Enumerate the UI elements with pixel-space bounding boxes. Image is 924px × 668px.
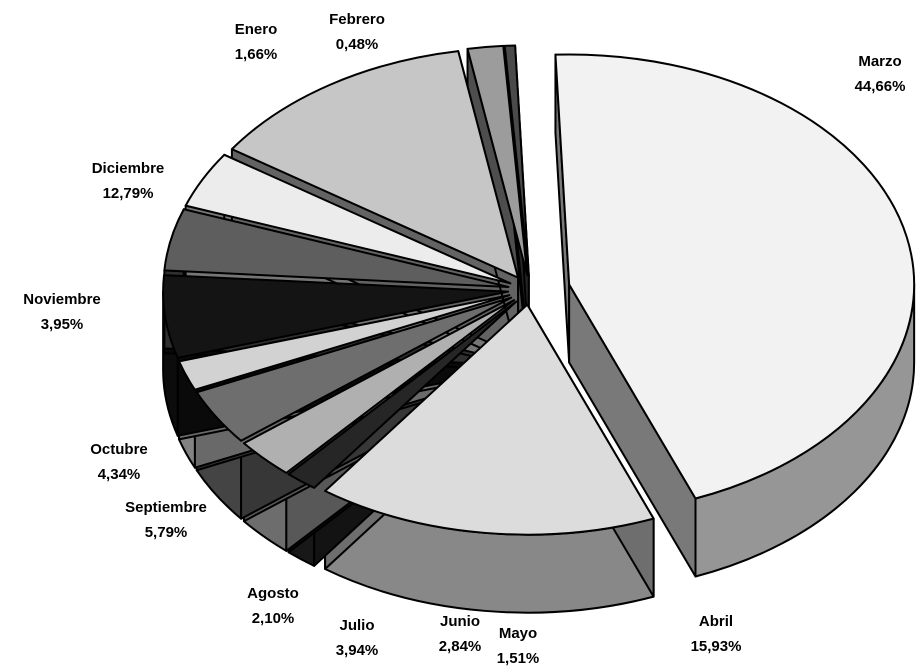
slice-label-noviembre: Noviembre bbox=[23, 291, 101, 308]
slice-label-octubre: Octubre bbox=[90, 441, 148, 458]
slice-julio bbox=[195, 296, 513, 442]
slice-label-julio: Julio bbox=[339, 617, 374, 634]
slice-agosto bbox=[177, 294, 511, 391]
slice-marzo bbox=[554, 53, 916, 500]
slice-noviembre bbox=[184, 153, 512, 285]
slice-value-septiembre: 5,79% bbox=[145, 524, 188, 541]
slice-tops-layer bbox=[162, 44, 916, 536]
slice-value-enero: 1,66% bbox=[235, 46, 278, 63]
slice-octubre bbox=[163, 208, 510, 288]
slice-abril bbox=[324, 303, 655, 536]
slice-label-septiembre: Septiembre bbox=[125, 499, 207, 516]
slice-label-agosto: Agosto bbox=[247, 585, 299, 602]
slice-junio bbox=[242, 299, 516, 474]
slice-febrero bbox=[503, 44, 530, 277]
slice-label-marzo: Marzo bbox=[858, 53, 901, 70]
slice-label-febrero: Febrero bbox=[329, 11, 385, 28]
slice-value-junio: 2,84% bbox=[439, 638, 482, 655]
slice-labels-layer: Enero 1,66% Febrero 0,48% Marzo 44,66% Abril 15… bbox=[23, 11, 905, 667]
slice-value-agosto: 2,10% bbox=[252, 610, 295, 627]
slice-septiembre bbox=[162, 274, 510, 359]
slice-value-febrero: 0,48% bbox=[336, 36, 379, 53]
slice-value-abril: 15,93% bbox=[691, 638, 742, 655]
slice-label-mayo: Mayo bbox=[499, 625, 537, 642]
slice-label-enero: Enero bbox=[235, 21, 278, 38]
slice-value-diciembre: 12,79% bbox=[103, 185, 154, 202]
slice-value-marzo: 44,66% bbox=[855, 78, 906, 95]
slice-label-diciembre: Diciembre bbox=[92, 160, 165, 177]
slice-label-junio: Junio bbox=[440, 613, 480, 630]
slice-enero bbox=[466, 44, 529, 277]
slice-value-noviembre: 3,95% bbox=[41, 316, 84, 333]
slice-value-octubre: 4,34% bbox=[98, 466, 141, 483]
slice-diciembre bbox=[230, 50, 520, 279]
slice-value-mayo: 1,51% bbox=[497, 650, 540, 667]
slice-value-julio: 3,94% bbox=[336, 642, 379, 659]
slice-label-abril: Abril bbox=[699, 613, 733, 630]
slice-mayo bbox=[287, 300, 518, 489]
